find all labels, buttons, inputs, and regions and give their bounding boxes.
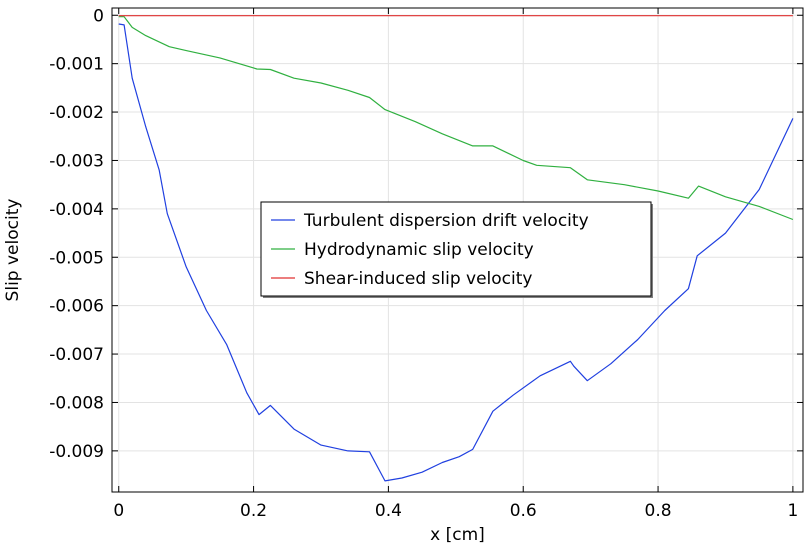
legend-box	[260, 201, 652, 297]
x-tick-label: 0.6	[510, 501, 537, 521]
y-tick-label: -0.001	[49, 55, 104, 75]
y-tick-label: -0.008	[49, 393, 104, 413]
x-tick-label: 0.2	[240, 501, 267, 521]
y-tick-label: -0.003	[49, 151, 104, 171]
y-tick-label: 0	[93, 6, 104, 26]
y-tick-label: -0.007	[49, 345, 104, 365]
plot-frame	[111, 7, 804, 493]
grid	[112, 8, 803, 492]
series-line-0	[118, 23, 794, 482]
legend-label-2: Shear-induced slip velocity	[304, 269, 532, 289]
x-axis-label: x [cm]	[430, 525, 485, 545]
y-tick-label: -0.009	[49, 442, 104, 462]
y-tick-label: -0.004	[49, 200, 104, 220]
legend-label-1: Hydrodynamic slip velocity	[304, 240, 534, 260]
legend-label-0: Turbulent dispersion drift velocity	[303, 211, 589, 231]
series-lines	[118, 15, 794, 482]
y-axis-label: Slip velocity	[3, 199, 23, 302]
y-tick-label: -0.006	[49, 297, 104, 317]
y-tick-label: -0.005	[49, 248, 104, 268]
series-line-1	[118, 16, 794, 221]
x-tick-label: 0.8	[645, 501, 672, 521]
x-tick-label: 0	[113, 501, 124, 521]
legend: Turbulent dispersion drift velocity Hydro…	[260, 201, 653, 298]
axis-ticks: 0 0.2 0.4 0.6 0.8 1 0 -0.001 -0.002 -0.003 -0.004 -…	[49, 6, 803, 521]
y-tick-label: -0.002	[49, 103, 104, 123]
x-tick-label: 0.4	[375, 501, 402, 521]
x-tick-label: 1	[787, 501, 798, 521]
